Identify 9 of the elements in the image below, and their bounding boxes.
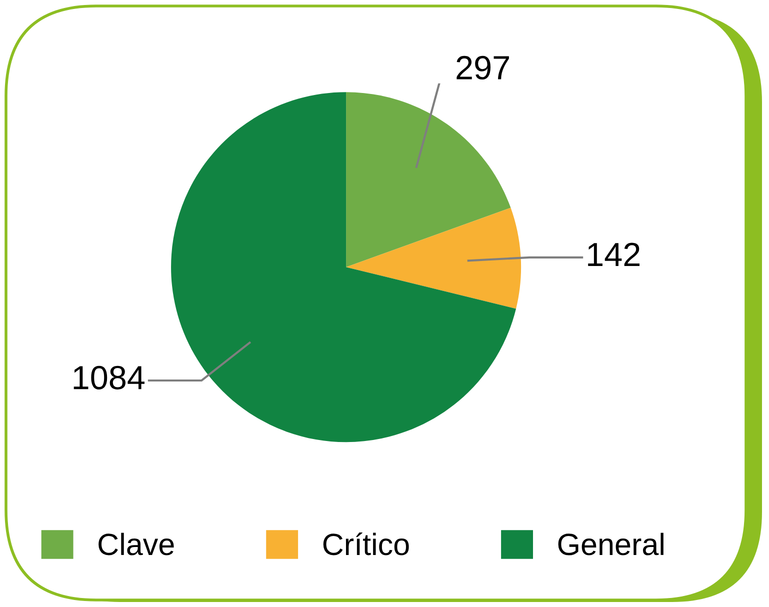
pie-slice [346,208,522,309]
pie-slice [171,92,516,442]
data-label: 1084 [74,366,144,390]
legend-label: Crítico [323,532,409,556]
data-label: 297 [456,56,509,80]
legend-label: Clave [98,532,174,556]
pie-slice [346,92,511,268]
data-label: 142 [588,242,640,266]
legend-label: General [558,532,664,556]
